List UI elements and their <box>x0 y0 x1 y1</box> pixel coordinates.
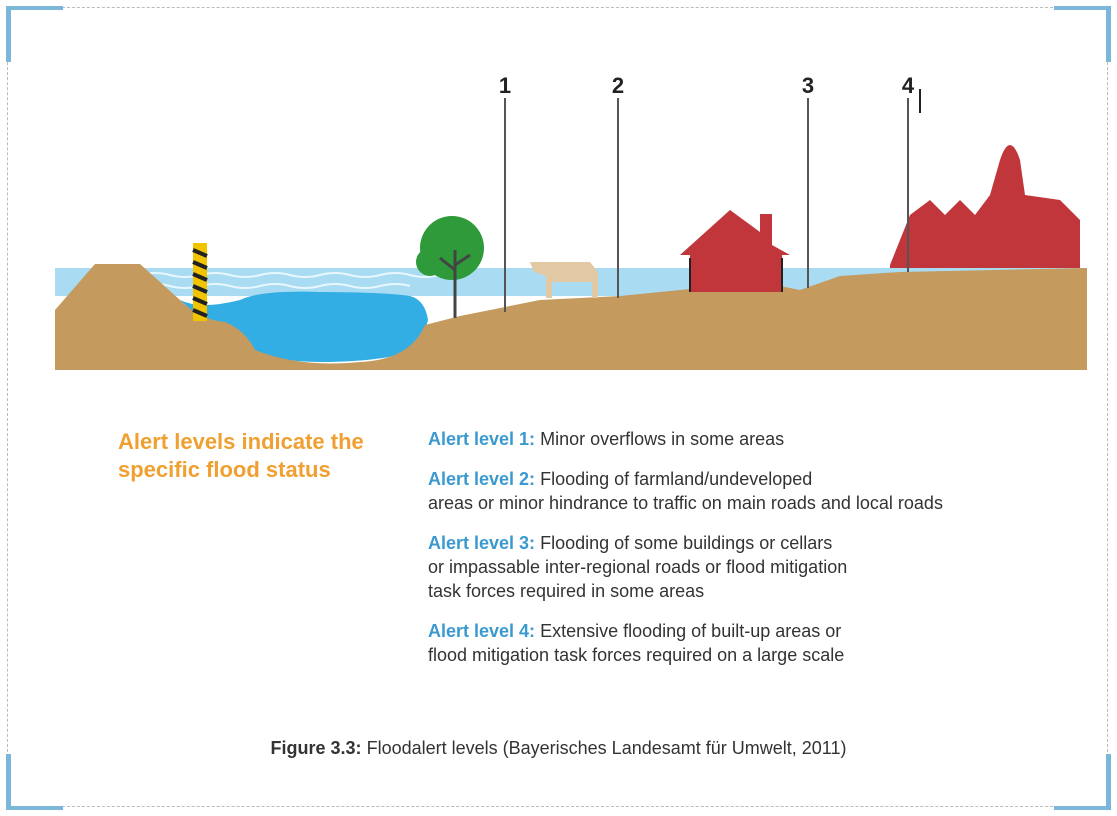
marker-label: 4 <box>902 73 915 98</box>
alert-text: Flooding of some buildings or cellars <box>540 533 833 553</box>
illustration: 1 2 3 4 <box>55 73 1087 370</box>
corner <box>6 6 63 62</box>
alert-item: Alert level 1: Minor overflows in some a… <box>428 427 943 451</box>
alert-label: Alert level 4: <box>428 621 536 641</box>
marker-label: 1 <box>499 73 511 98</box>
alert-text: flood mitigation task forces required on… <box>428 645 845 665</box>
alert-text: task forces required in some areas <box>428 581 705 601</box>
alert-text: Flooding of farmland/undeveloped <box>540 469 813 489</box>
caption: Figure 3.3: Floodalert levels (Bayerisch… <box>0 738 1117 759</box>
corner <box>1054 754 1111 810</box>
alert-label: Alert level 2: <box>428 469 536 489</box>
heading: Alert levels indicate the specific flood… <box>118 429 364 482</box>
alert-text: Minor overflows in some areas <box>540 429 785 449</box>
caption-text: Floodalert levels (Bayerisches Landesamt… <box>366 738 847 758</box>
alert-text: areas or minor hindrance to traffic on m… <box>428 493 943 513</box>
frame <box>7 7 1108 807</box>
alert-item: Alert level 4: Extensive flooding of bui… <box>428 619 943 667</box>
alert-text: or impassable inter-regional roads or fl… <box>428 557 848 577</box>
caption-label: Figure 3.3: <box>270 738 362 758</box>
alert-item: Alert level 2: Flooding of farmland/unde… <box>428 467 943 515</box>
marker-label: 3 <box>802 73 814 98</box>
corner <box>1054 6 1111 62</box>
alert-label: Alert level 3: <box>428 533 536 553</box>
alert-list: Alert level 1: Minor overflows in some a… <box>428 427 943 683</box>
alert-label: Alert level 1: <box>428 429 536 449</box>
corner <box>6 754 63 810</box>
marker-label: 2 <box>612 73 624 98</box>
alert-text: Extensive flooding of built-up areas or <box>540 621 842 641</box>
alert-item: Alert level 3: Flooding of some building… <box>428 531 943 603</box>
